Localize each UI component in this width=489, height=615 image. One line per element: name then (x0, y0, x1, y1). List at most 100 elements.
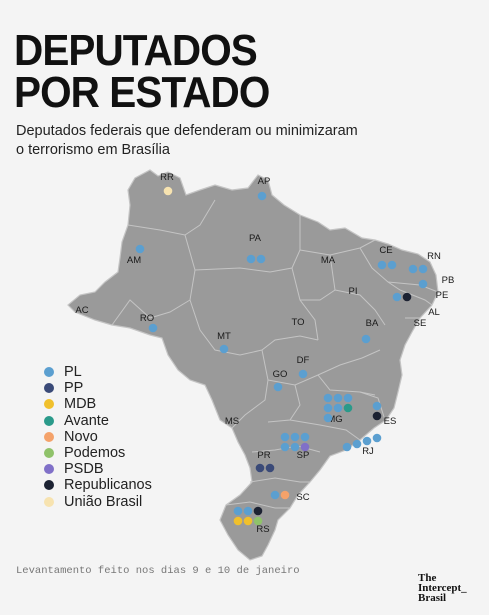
party-legend: PL PP MDB Avante Novo Podemos PSDB Republicanos… (44, 364, 152, 510)
legend-label: PSDB (64, 461, 104, 478)
deputy-dot-rs (243, 506, 253, 516)
legend-dot (44, 415, 54, 426)
legend-item: Republicanos (44, 477, 152, 493)
state-border (249, 477, 310, 483)
legend-label: MDB (64, 396, 97, 413)
state-label-go: GO (273, 369, 288, 380)
deputy-dot-rj (362, 436, 372, 446)
deputy-dots (135, 186, 428, 526)
state-label-mg: MG (327, 414, 342, 425)
state-label-ap: AP (258, 176, 271, 187)
legend-label: Podemos (64, 445, 126, 462)
state-label-sp: SP (297, 450, 310, 461)
state-label-to: TO (291, 317, 304, 328)
deputy-dot-ro (148, 323, 158, 333)
deputy-dot-pe (392, 292, 402, 302)
deputy-dot-es (372, 401, 382, 411)
title-line: POR ESTADO (14, 68, 270, 117)
page-title: DEPUTADOS POR ESTADO (14, 29, 290, 117)
state-border (359, 391, 386, 421)
deputy-dot-pa (256, 254, 266, 264)
deputy-dot-pb (418, 279, 428, 289)
state-label-al: AL (428, 307, 440, 318)
state-border (231, 349, 269, 429)
deputy-dot-mt (219, 344, 229, 354)
subtitle-line: Deputados federais que defenderam ou min… (16, 123, 358, 139)
deputy-dot-rr (163, 186, 173, 196)
deputy-dot-sp (280, 442, 290, 452)
state-label-pa: PA (249, 233, 262, 244)
deputy-dot-mg (343, 403, 353, 413)
state-label-ce: CE (379, 245, 392, 256)
legend-item: PP (44, 380, 152, 396)
footer-note: Levantamento feito nos dias 9 e 10 de ja… (16, 565, 300, 577)
legend-dot (44, 496, 54, 507)
state-label-ba: BA (366, 318, 379, 329)
deputy-dot-rn (418, 264, 428, 274)
legend-item: União Brasil (44, 494, 152, 510)
deputy-dot-sp (300, 442, 310, 452)
legend-item: Novo (44, 429, 152, 445)
deputy-dot-go (273, 382, 283, 392)
legend-dot (44, 383, 54, 394)
legend-label: Novo (64, 428, 98, 445)
deputy-dot-mg (323, 413, 333, 423)
legend-label: Republicanos (64, 477, 152, 494)
state-label-mt: MT (217, 331, 231, 342)
state-border (299, 239, 376, 256)
deputy-dot-rs (253, 506, 263, 516)
legend-dot (44, 431, 54, 442)
state-label-sc: SC (296, 492, 309, 503)
legend-item: PSDB (44, 461, 152, 477)
deputy-dot-sp (280, 432, 290, 442)
deputy-dot-rn (408, 264, 418, 274)
state-border (359, 247, 401, 291)
deputy-dot-ce (377, 260, 387, 270)
deputy-dot-sp (300, 432, 310, 442)
deputy-dot-pa (246, 254, 256, 264)
state-label-pb: PB (442, 275, 455, 286)
state-label-pr: PR (257, 450, 270, 461)
legend-item: Podemos (44, 445, 152, 461)
deputy-dot-rj (342, 442, 352, 452)
deputy-dot-sp (290, 432, 300, 442)
deputy-dot-mg (323, 403, 333, 413)
deputy-dot-rs (233, 516, 243, 526)
deputy-dot-df (298, 369, 308, 379)
deputy-dot-sp (290, 442, 300, 452)
legend-label: PL (64, 364, 82, 381)
deputy-dot-es (372, 411, 382, 421)
state-label-pe: PE (436, 290, 449, 301)
state-label-rn: RN (427, 251, 441, 262)
state-label-ms: MS (225, 416, 239, 427)
deputy-dot-rj (352, 439, 362, 449)
deputy-dot-sc (280, 490, 290, 500)
deputy-dot-mg (333, 403, 343, 413)
deputy-dot-ce (387, 260, 397, 270)
state-label-ac: AC (75, 305, 88, 316)
state-label-rr: RR (160, 172, 174, 183)
deputy-dot-rj (372, 433, 382, 443)
legend-item: Avante (44, 413, 152, 429)
subtitle: Deputados federais que defenderam ou min… (16, 122, 376, 160)
legend-label: União Brasil (64, 493, 143, 510)
legend-dot (44, 399, 54, 410)
deputy-dot-pr (255, 463, 265, 473)
legend-dot (44, 367, 54, 378)
state-border (334, 289, 386, 326)
deputy-dot-rs (243, 516, 253, 526)
state-label-se: SE (414, 318, 427, 329)
state-label-am: AM (127, 255, 141, 266)
legend-label: PP (64, 380, 84, 397)
legend-label: Avante (64, 412, 109, 429)
state-label-es: ES (384, 416, 397, 427)
legend-dot (44, 464, 54, 475)
state-border (194, 215, 301, 273)
state-border (225, 501, 290, 509)
deputy-dot-rs (253, 516, 263, 526)
deputy-dot-rs (233, 506, 243, 516)
legend-item: MDB (44, 396, 152, 412)
deputy-dot-ap (257, 191, 267, 201)
